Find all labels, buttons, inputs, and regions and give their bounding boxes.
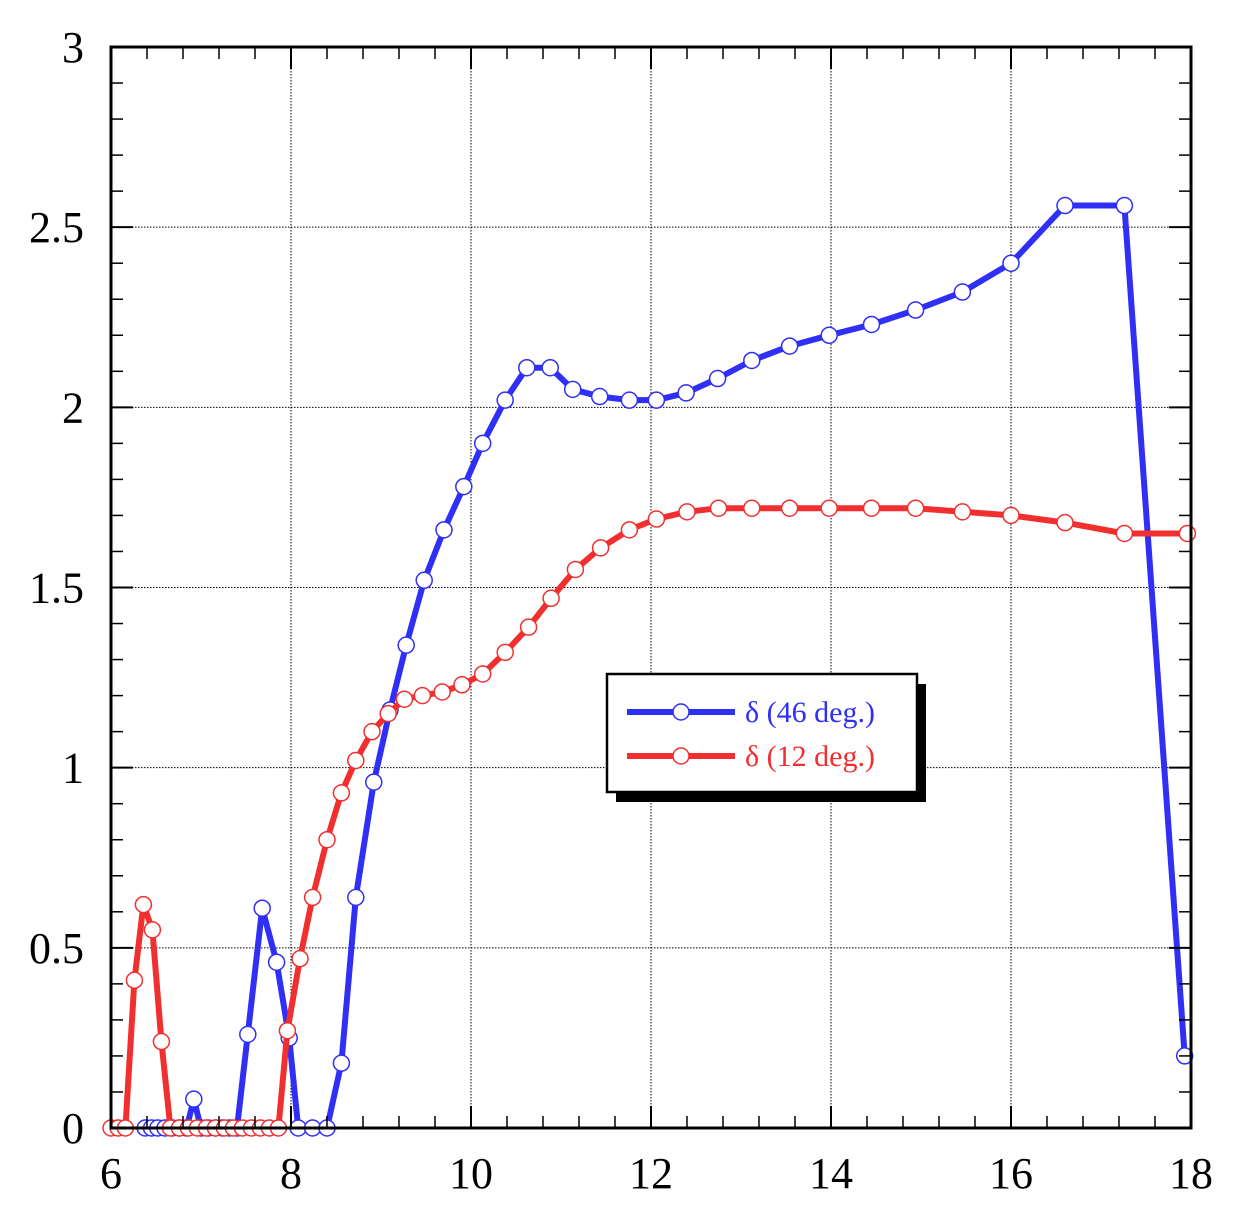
data-point [278,1021,297,1040]
data-point [563,380,582,399]
data-point [291,949,309,968]
data-point [496,391,514,409]
data-point [1056,196,1074,215]
y-tick-label: 1.5 [29,564,84,613]
x-tick-label: 8 [280,1149,302,1198]
data-point [820,326,838,345]
data-point [433,683,451,701]
data-point [1178,524,1197,543]
data-point [780,499,799,517]
tick-labels: 6 8 10 12 14 16 18 0 0.5 1 1.5 2 2.5 3 [29,23,1213,1198]
axis-ticks [110,46,1192,1129]
data-point [820,499,838,517]
data-point [862,315,881,334]
data-point [1115,524,1134,543]
data-point [708,369,727,388]
data-point [473,665,492,683]
data-point [1056,513,1074,532]
data-point [953,503,972,521]
data-point [743,499,761,517]
data-point [395,690,414,708]
data-point [678,503,696,521]
legend-box [605,672,919,794]
legend: δ (46 deg.) δ (12 deg.) [605,672,926,802]
data-point [303,888,322,907]
data-point [1002,254,1020,272]
data-point [143,921,162,939]
data-point [455,477,473,496]
data-point [566,560,585,579]
data-point [332,1054,351,1072]
data-point [363,722,381,741]
data-point [953,283,972,301]
legend-marker [672,703,690,721]
data-point [453,676,471,694]
x-tick-label: 12 [629,1149,673,1198]
data-point [318,830,336,849]
data-point [620,521,639,539]
x-tick-label: 18 [1169,1149,1213,1198]
data-point [542,589,560,608]
data-point [591,539,610,557]
legend-entries: δ (46 deg.) δ (12 deg.) [627,696,875,773]
data-point [185,1090,203,1108]
data-point [780,337,799,355]
data-point [435,521,453,539]
data-point [862,499,881,517]
data-point [906,499,925,517]
data-point [253,899,271,917]
data-point [496,643,514,662]
data-point [413,686,432,705]
y-tick-label: 3 [62,23,84,72]
data-point [347,888,365,907]
data-point [647,510,666,528]
legend-label: δ (12 deg.) [745,740,875,773]
y-tick-label: 2.5 [29,203,84,252]
data-point [332,784,351,802]
data-point [347,751,365,770]
data-point [518,358,536,377]
data-point [541,358,559,377]
data-point [677,384,695,402]
data-point [647,391,666,409]
data-point [1002,506,1020,525]
series-layer [102,196,1197,1137]
y-tick-label: 1 [62,744,84,793]
y-tick-label: 2 [62,383,84,432]
data-point [397,636,415,654]
data-point [125,971,144,990]
data-point [473,434,492,453]
x-tick-label: 14 [809,1149,853,1198]
data-point [152,1032,171,1051]
legend-label: δ (46 deg.) [745,696,875,729]
data-point [267,953,286,971]
data-point [1115,196,1134,215]
data-point [134,895,153,914]
data-point [709,499,728,517]
data-point [379,704,397,723]
data-point [743,351,761,370]
grid-lines [111,47,1191,1128]
data-point [365,773,383,791]
data-point [906,301,925,319]
x-tick-label: 6 [100,1149,122,1198]
x-tick-label: 10 [449,1149,493,1198]
data-point [519,618,538,636]
x-tick-label: 16 [989,1149,1033,1198]
data-point [590,387,609,406]
y-tick-label: 0 [62,1104,84,1153]
series-line [142,202,1188,1131]
series-group [102,499,1197,1137]
data-point [239,1025,257,1044]
series-line [108,505,1191,1131]
data-point [415,571,433,590]
legend-marker [672,747,690,765]
data-point [620,391,639,409]
y-tick-label: 0.5 [29,924,84,973]
